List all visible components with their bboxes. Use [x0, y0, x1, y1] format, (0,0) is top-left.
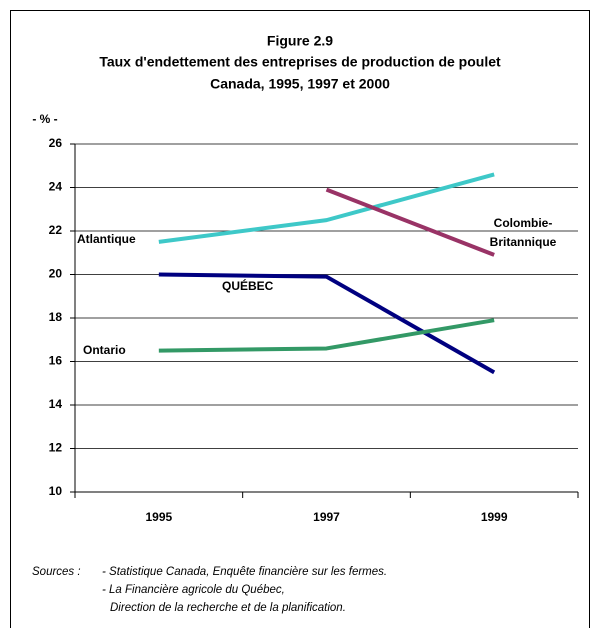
source-line: - La Financière agricole du Québec, — [102, 584, 285, 596]
series-label: QUÉBEC — [222, 278, 274, 293]
frame — [10, 10, 590, 628]
y-tick-label: 22 — [49, 223, 63, 237]
sources-label: Sources : — [32, 566, 81, 578]
chart-title: Figure 2.9 — [267, 33, 333, 49]
y-tick-label: 18 — [49, 310, 63, 324]
source-line: - Statistique Canada, Enquête financière… — [102, 566, 387, 578]
y-axis-label: - % - — [32, 112, 57, 126]
chart-subtitle: Canada, 1995, 1997 et 2000 — [210, 76, 390, 92]
series-line — [158, 272, 496, 375]
series-line — [158, 172, 495, 244]
y-tick-label: 14 — [49, 397, 63, 411]
y-tick-label: 16 — [49, 354, 63, 368]
series-label: Atlantique — [77, 232, 136, 246]
chart-subtitle: Taux d'endettement des entreprises de pr… — [99, 54, 501, 70]
y-tick-label: 20 — [49, 267, 63, 281]
y-tick-label: 12 — [49, 441, 63, 455]
y-tick-label: 10 — [49, 484, 63, 498]
x-tick-label: 1999 — [481, 510, 508, 524]
series-label: Colombie-Britannique — [489, 216, 557, 249]
series-line — [325, 187, 495, 257]
series-line — [158, 318, 495, 353]
series-label: Ontario — [83, 343, 126, 357]
y-tick-label: 24 — [49, 180, 63, 194]
source-line: Direction de la recherche et de la plani… — [110, 602, 346, 614]
x-tick-label: 1995 — [145, 510, 172, 524]
x-tick-label: 1997 — [313, 510, 340, 524]
y-tick-label: 26 — [49, 136, 63, 150]
